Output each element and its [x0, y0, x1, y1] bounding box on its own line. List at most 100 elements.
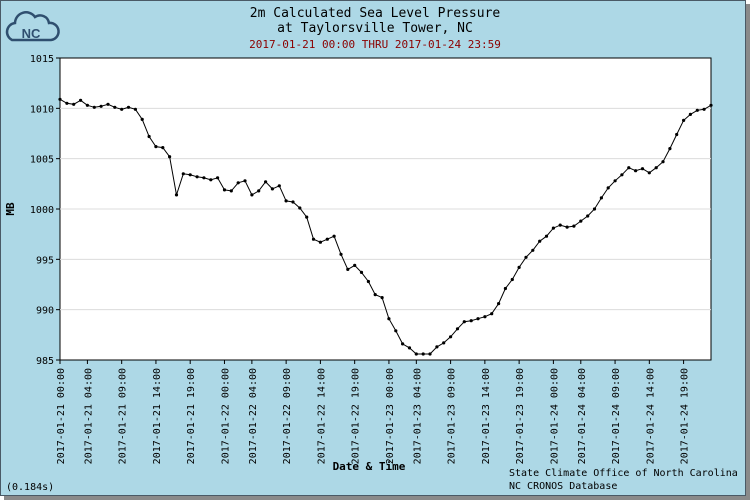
data-point: [490, 312, 494, 316]
x-tick-label: 2017-01-22 14:00: [316, 368, 327, 464]
data-point: [497, 302, 501, 306]
data-point: [277, 184, 281, 188]
date-range: 2017-01-21 00:00 THRU 2017-01-24 23:59: [249, 38, 501, 51]
x-tick-label: 2017-01-21 19:00: [186, 368, 197, 464]
data-point: [92, 105, 96, 109]
data-point: [455, 327, 460, 331]
grid-lines: [60, 107, 711, 311]
x-tick-label: 2017-01-21 04:00: [83, 368, 94, 464]
data-point: [702, 107, 706, 111]
x-tick-label: 2017-01-23 09:00: [447, 368, 458, 464]
data-point: [236, 181, 240, 185]
data-point: [250, 193, 254, 197]
data-point: [640, 167, 645, 171]
credit-database: NC CRONOS Database: [509, 481, 617, 492]
y-tick-label: 1015: [30, 54, 54, 65]
query-timing: (0.184s): [6, 482, 54, 493]
data-point: [695, 108, 699, 112]
data-point: [517, 265, 521, 269]
data-point: [339, 252, 343, 256]
data-point: [551, 226, 556, 230]
data-point: [435, 345, 439, 349]
data-point: [154, 145, 158, 149]
x-tick-label: 2017-01-23 00:00: [385, 368, 396, 464]
y-tick-label: 985: [36, 356, 54, 367]
data-point: [222, 188, 227, 192]
data-point: [216, 176, 220, 180]
x-tick-label: 2017-01-24 00:00: [549, 368, 560, 464]
data-point: [72, 102, 76, 106]
data-point: [414, 352, 418, 356]
data-point: [483, 315, 487, 319]
data-point: [79, 98, 83, 102]
x-tick-label: 2017-01-24 19:00: [680, 368, 691, 464]
data-point: [264, 180, 268, 184]
y-tick-label: 1000: [30, 205, 54, 216]
data-point: [503, 286, 507, 291]
data-point: [668, 147, 672, 151]
data-point: [620, 173, 624, 177]
data-point: [654, 166, 658, 170]
data-point: [401, 342, 405, 346]
data-point: [407, 346, 412, 350]
x-tick-label: 2017-01-21 09:00: [118, 368, 129, 464]
data-point: [188, 173, 192, 177]
data-point: [613, 179, 617, 183]
y-axis: 985 990 995 1000 1005 1010 1015: [30, 54, 60, 367]
data-point: [243, 179, 247, 183]
data-point: [305, 215, 309, 219]
x-tick-label: 2017-01-22 19:00: [351, 368, 362, 464]
cloud-logo-icon: NC: [5, 11, 60, 42]
x-tick-label: 2017-01-23 04:00: [412, 368, 423, 464]
data-point: [318, 240, 322, 244]
data-point: [359, 270, 364, 274]
data-point: [586, 214, 590, 218]
x-tick-label: 2017-01-22 04:00: [248, 368, 259, 464]
x-tick-label: 2017-01-21 14:00: [152, 368, 163, 464]
data-point: [606, 186, 610, 190]
data-point: [126, 105, 131, 109]
data-point: [442, 341, 446, 345]
data-point: [291, 200, 295, 204]
data-point: [161, 146, 165, 150]
credit-organization: State Climate Office of North Carolina: [509, 468, 738, 479]
x-tick-label: 2017-01-24 04:00: [577, 368, 588, 464]
data-point: [428, 352, 432, 356]
data-point: [627, 166, 631, 170]
logo-text: NC: [22, 26, 41, 41]
data-point: [682, 118, 686, 122]
data-point: [65, 101, 69, 105]
data-point: [195, 175, 199, 179]
data-point: [510, 277, 514, 282]
series-line: [59, 98, 712, 355]
data-points: [58, 97, 713, 356]
data-point: [202, 176, 206, 180]
y-tick-label: 990: [36, 306, 54, 317]
x-tick-label: 2017-01-21 00:00: [56, 368, 67, 464]
data-point: [133, 107, 137, 111]
data-point: [85, 103, 89, 107]
data-point: [675, 132, 679, 137]
data-point: [421, 352, 425, 356]
data-point: [181, 172, 185, 176]
chart-title-location: at Taylorsville Tower, NC: [277, 21, 473, 36]
data-point: [311, 237, 316, 241]
data-point: [257, 189, 261, 193]
data-point: [346, 267, 350, 271]
y-axis-label: MB: [4, 202, 17, 216]
data-point: [579, 219, 583, 223]
data-point: [387, 317, 391, 321]
data-point: [99, 104, 103, 108]
data-point: [373, 293, 377, 297]
data-point: [572, 224, 576, 228]
data-point: [709, 103, 713, 107]
x-tick-label: 2017-01-22 09:00: [282, 368, 293, 464]
x-axis: 2017-01-21 00:00 2017-01-21 04:00 2017-01-…: [56, 360, 691, 464]
x-axis-label: Date & Time: [333, 460, 406, 473]
data-point: [366, 279, 370, 284]
data-point: [592, 207, 597, 211]
data-point: [647, 171, 651, 175]
data-point: [634, 169, 638, 173]
data-point: [449, 335, 453, 339]
